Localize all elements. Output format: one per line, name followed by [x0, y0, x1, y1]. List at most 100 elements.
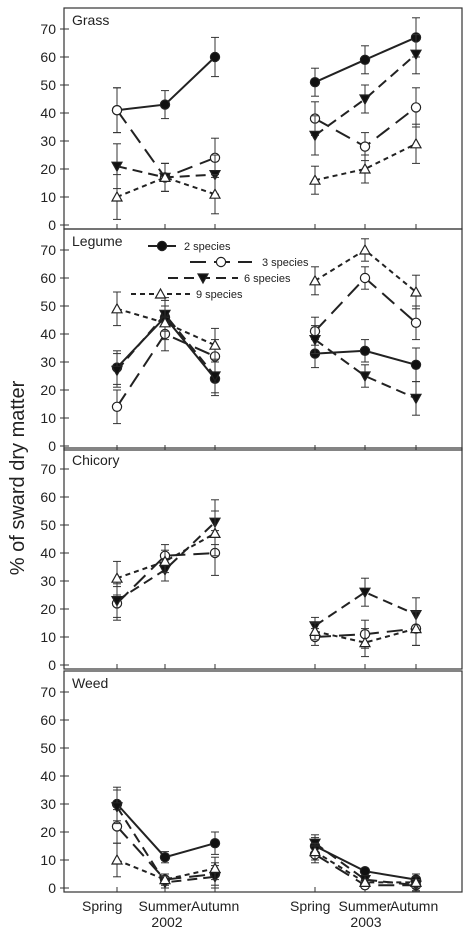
y-tick-label: 60 — [40, 270, 56, 286]
y-tick-label: 10 — [40, 410, 56, 426]
data-point — [110, 595, 124, 607]
legend-label: 9 species — [196, 289, 243, 301]
series-line — [116, 806, 216, 884]
series-9-species — [110, 510, 423, 658]
y-tick-label: 40 — [40, 545, 56, 561]
x-tick-label: Summer — [339, 898, 392, 914]
data-point — [409, 285, 423, 297]
legend-item: 6 species — [168, 273, 291, 285]
y-tick-label: 30 — [40, 133, 56, 149]
panel-legume: Legume 0 10 20 30 40 50 60 70 — [40, 228, 463, 454]
series-3-species — [111, 530, 422, 649]
series-6-species — [110, 789, 423, 892]
data-point — [208, 527, 222, 539]
y-tick-label: 40 — [40, 768, 56, 784]
data-point — [309, 76, 321, 88]
series-6-species — [110, 34, 423, 195]
data-point — [409, 393, 423, 405]
y-tick-label: 20 — [40, 382, 56, 398]
panel-weed: Weed 0 10 20 30 40 50 60 70 — [40, 670, 463, 896]
data-point — [358, 876, 372, 888]
data-point — [359, 141, 371, 152]
y-tick-label: 70 — [40, 21, 56, 37]
year-label: 2003 — [350, 914, 381, 930]
x-axis: Spring Summer Autumn Spring SummerAutumn2002… — [82, 898, 438, 930]
series-3-species — [111, 87, 422, 192]
data-point — [359, 345, 371, 356]
series-2-species — [111, 299, 422, 397]
legend-label: 2 species — [184, 241, 231, 253]
x-tick-label: Spring — [82, 898, 122, 914]
y-tick-label: 0 — [48, 438, 56, 454]
year-label: 2002 — [151, 914, 182, 930]
panel-title: Grass — [72, 12, 109, 28]
series-line — [116, 803, 216, 859]
y-tick-label: 40 — [40, 326, 56, 342]
panel-chicory: Chicory 0 10 20 30 40 50 60 70 — [40, 447, 463, 673]
series-line — [314, 53, 417, 137]
data-point — [410, 317, 422, 328]
series-9-species — [110, 238, 423, 363]
series-9-species — [110, 842, 423, 889]
data-point — [158, 171, 172, 182]
data-point — [308, 130, 322, 142]
legend-marker — [196, 273, 210, 285]
y-tick-label: 10 — [40, 852, 56, 868]
x-tick-label: Spring — [290, 898, 330, 914]
data-point — [410, 102, 422, 113]
data-point — [308, 274, 322, 286]
data-point — [110, 190, 124, 202]
series-2-species — [111, 17, 422, 134]
y-tick-label: 50 — [40, 740, 56, 756]
y-tick-label: 10 — [40, 189, 56, 205]
series-6-species — [110, 297, 423, 416]
data-point — [308, 625, 322, 637]
data-point — [359, 272, 371, 284]
data-point — [110, 802, 124, 814]
data-point — [159, 99, 171, 110]
y-tick-label: 20 — [40, 824, 56, 840]
data-point — [410, 359, 422, 370]
data-point — [308, 173, 322, 185]
series-2-species — [111, 786, 422, 886]
y-tick-label: 60 — [40, 712, 56, 728]
panel-title: Weed — [72, 675, 108, 691]
data-point — [110, 302, 124, 314]
data-point — [158, 555, 172, 567]
y-tick-label: 40 — [40, 105, 56, 121]
legend-label: 3 species — [262, 257, 309, 269]
data-point — [208, 862, 222, 874]
panel-frame — [63, 670, 463, 893]
data-point — [409, 622, 423, 634]
y-tick-label: 50 — [40, 298, 56, 314]
panel-frame — [63, 228, 463, 451]
series-line — [314, 338, 417, 400]
x-tick-label: Autumn — [390, 898, 438, 914]
y-tick-label: 30 — [40, 354, 56, 370]
data-point — [359, 866, 371, 877]
series-9-species — [110, 123, 423, 220]
legend-marker — [215, 256, 227, 268]
legend-label: 6 species — [244, 273, 291, 285]
x-tick-label: Summer — [139, 898, 192, 914]
y-tick-label: 30 — [40, 796, 56, 812]
data-point — [308, 845, 322, 857]
data-point — [359, 54, 371, 66]
data-point — [358, 243, 372, 255]
data-point — [409, 876, 423, 888]
data-point — [110, 161, 124, 173]
series-3-species — [111, 266, 422, 425]
data-point — [358, 636, 372, 648]
series-line — [116, 109, 216, 179]
data-point — [209, 51, 221, 63]
y-tick-label: 50 — [40, 77, 56, 93]
data-point — [358, 162, 372, 174]
panels: Grass 0 10 20 30 40 50 60 70 Legume 0 10 20 30 40 50 60 7… — [40, 7, 463, 896]
y-tick-label: 70 — [40, 684, 56, 700]
data-point — [158, 873, 172, 885]
data-point — [208, 371, 222, 383]
series-line — [116, 825, 216, 881]
series-line — [116, 332, 216, 408]
